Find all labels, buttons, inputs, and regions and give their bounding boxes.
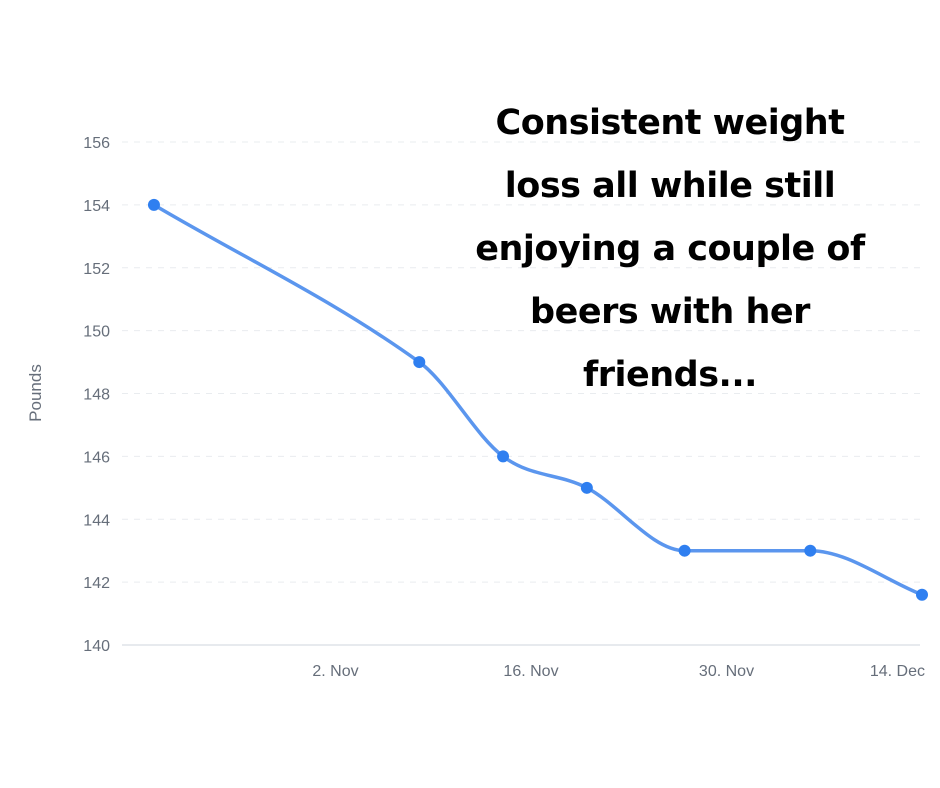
data-point	[413, 356, 426, 369]
y-axis-title: Pounds	[26, 364, 45, 422]
data-point	[147, 198, 160, 211]
y-tick-label: 144	[83, 512, 110, 529]
y-tick-label: 148	[83, 387, 110, 404]
data-point	[678, 544, 691, 557]
y-tick-label: 152	[83, 261, 110, 278]
y-tick-label: 142	[83, 575, 110, 592]
data-point	[916, 588, 928, 601]
data-point	[497, 450, 510, 463]
x-axis-ticks: 2. Nov 16. Nov 30. Nov 14. Dec	[312, 663, 925, 680]
data-point	[580, 481, 593, 494]
grid-lines	[122, 141, 920, 583]
y-tick-label: 156	[83, 135, 110, 152]
x-tick-label: 2. Nov	[312, 663, 358, 680]
x-tick-label: 14. Dec	[870, 663, 925, 680]
series-layer	[147, 198, 928, 601]
y-tick-label: 154	[83, 198, 110, 215]
chart-annotation: Consistent weight loss all while still e…	[475, 103, 865, 395]
y-tick-label: 140	[83, 638, 110, 655]
y-axis-ticks: 140 142 144 146 148 150 152 154 156	[83, 135, 110, 655]
y-tick-label: 150	[83, 324, 110, 341]
x-tick-label: 30. Nov	[699, 663, 754, 680]
y-tick-label: 146	[83, 449, 110, 466]
x-tick-label: 16. Nov	[503, 663, 558, 680]
data-point	[804, 544, 817, 557]
